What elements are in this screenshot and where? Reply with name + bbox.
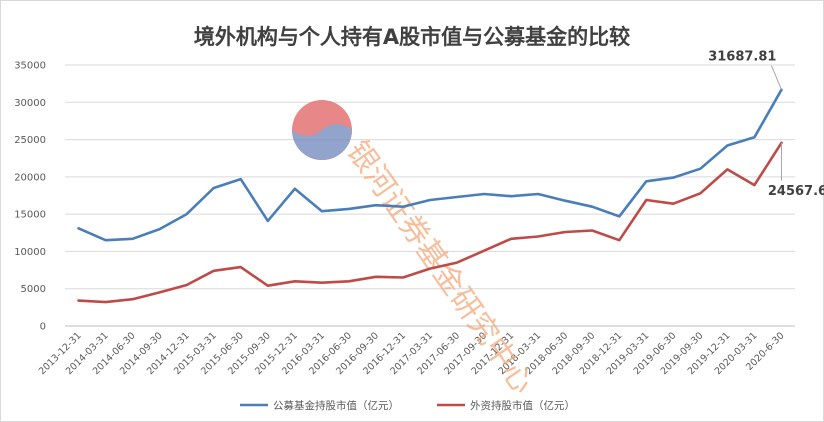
y-tick-label: 30000 (14, 98, 46, 109)
y-tick-label: 15000 (14, 210, 46, 221)
y-axis-ticks: 0 5000 10000 15000 20000 25000 30000 35000 (14, 61, 46, 333)
series-line-1 (77, 88, 783, 242)
legend-label: 公募基金持股市值（亿元） (273, 399, 399, 412)
data-label: 31687.81 (708, 50, 776, 65)
watermark-logo (292, 100, 352, 160)
y-tick-label: 5000 (21, 284, 46, 295)
y-tick-label: 25000 (14, 135, 46, 146)
legend-label: 外资持股市值（亿元） (470, 399, 575, 412)
y-tick-label: 20000 (14, 172, 46, 183)
legend: 公募基金持股市值（亿元） 外资持股市值（亿元） (240, 399, 575, 412)
chart-title: 境外机构与个人持有A股市值与公募基金的比较 (194, 25, 630, 49)
data-label: 24567.6 (768, 184, 824, 199)
y-tick-label: 10000 (14, 247, 46, 258)
y-tick-label: 0 (40, 322, 46, 333)
y-tick-label: 35000 (14, 61, 46, 72)
grid-lines (65, 64, 795, 327)
annotation-leader (771, 65, 782, 90)
annotations: 31687.81 24567.6 (708, 50, 824, 199)
series-line-2 (77, 141, 783, 304)
series-lines (77, 88, 783, 304)
